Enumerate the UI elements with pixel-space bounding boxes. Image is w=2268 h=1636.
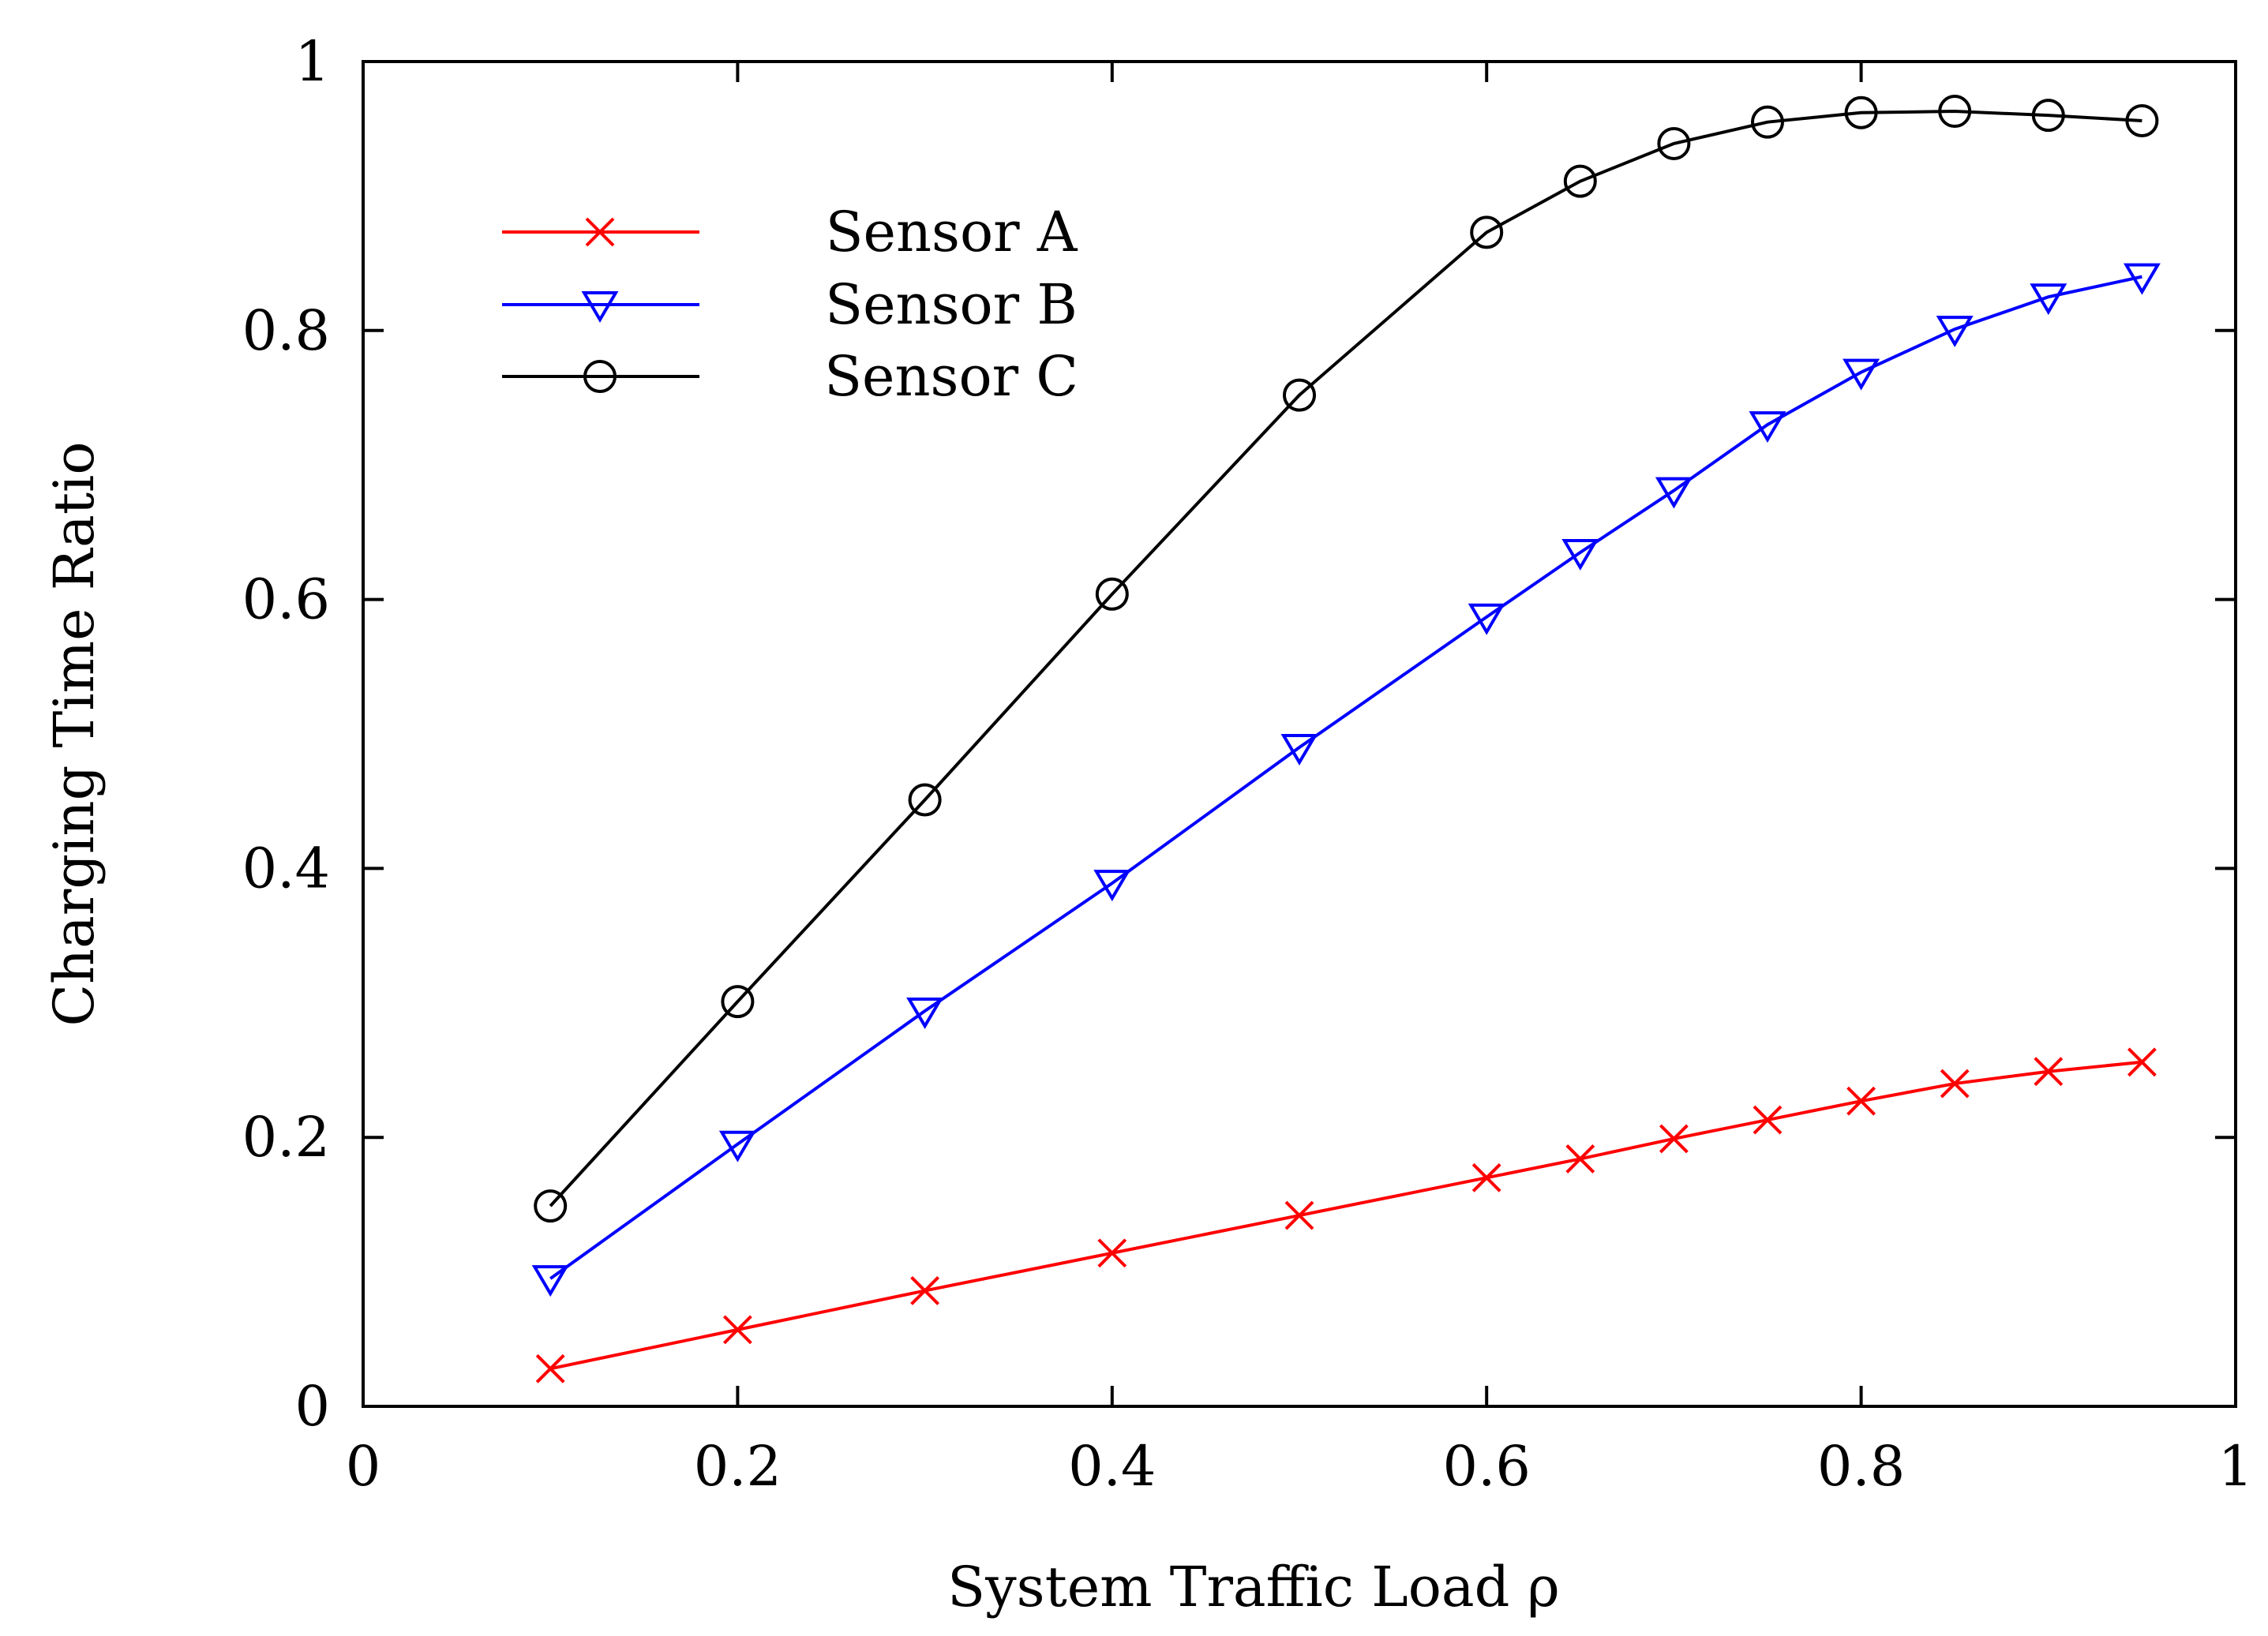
x-tick-label: 1 xyxy=(2218,1434,2254,1499)
data-point xyxy=(1561,538,1599,571)
y-tick-label: 0.8 xyxy=(242,298,330,363)
data-point xyxy=(1283,378,1316,412)
data-point xyxy=(1940,1069,1970,1099)
series-line xyxy=(549,110,2142,1207)
data-point xyxy=(2034,1057,2064,1087)
legend-marker xyxy=(585,217,615,247)
data-point xyxy=(1095,577,1129,611)
y-tick-label: 1 xyxy=(294,29,330,94)
legend-label: Sensor C xyxy=(824,344,1078,409)
data-point xyxy=(1470,215,1504,249)
x-tick-label: 0.8 xyxy=(1817,1434,1905,1499)
data-point xyxy=(1751,105,1784,139)
data-point xyxy=(1657,126,1691,160)
data-point xyxy=(2127,1047,2157,1077)
plot-frame xyxy=(362,60,2237,1408)
y-tick-label: 0.6 xyxy=(242,567,330,632)
data-point xyxy=(1284,1200,1314,1230)
data-point xyxy=(908,783,942,817)
legend-entry: Sensor C xyxy=(502,344,1078,409)
y-tick-label: 0.4 xyxy=(242,836,330,900)
legend-entry: Sensor B xyxy=(502,272,1078,337)
x-tick-label: 0.2 xyxy=(694,1434,782,1499)
legend-entry: Sensor A xyxy=(502,200,1078,264)
x-axis-label: System Traffic Load ρ xyxy=(947,1555,1560,1619)
data-point xyxy=(1846,1086,1876,1116)
data-point xyxy=(1843,358,1880,391)
data-point xyxy=(1563,164,1597,198)
data-point xyxy=(910,1276,940,1305)
data-point xyxy=(1093,870,1131,902)
x-tick-label: 0.6 xyxy=(1443,1434,1531,1499)
data-point xyxy=(721,985,755,1019)
data-point xyxy=(1749,411,1786,444)
legend: Sensor A Sensor B Sensor C xyxy=(502,200,1078,409)
series-line xyxy=(549,275,2142,1280)
data-point xyxy=(1097,1238,1127,1268)
data-point xyxy=(2123,263,2161,295)
data-point xyxy=(906,998,944,1029)
data-point xyxy=(1565,1144,1595,1174)
data-point xyxy=(531,1265,569,1297)
data-point xyxy=(1938,95,1972,129)
data-point xyxy=(535,1353,565,1383)
x-tick-label: 0.4 xyxy=(1068,1434,1156,1499)
y-axis-label: Charging Time Ratio xyxy=(42,441,107,1026)
data-point xyxy=(1468,603,1505,635)
data-point xyxy=(1659,1124,1689,1154)
data-point xyxy=(1753,1105,1783,1135)
x-tick-label: 0 xyxy=(346,1434,381,1499)
legend-marker xyxy=(583,360,617,393)
data-point xyxy=(1471,1162,1501,1192)
legend-label: Sensor A xyxy=(826,200,1078,264)
legend-label: Sensor B xyxy=(825,272,1078,337)
data-point xyxy=(1280,734,1318,766)
series-sensor-b xyxy=(531,263,2161,1297)
y-tick-label: 0 xyxy=(294,1374,330,1439)
data-point xyxy=(2030,283,2067,316)
data-point xyxy=(718,1130,756,1162)
data-point xyxy=(1844,95,1878,129)
data-point xyxy=(2125,103,2159,137)
data-point xyxy=(1655,477,1693,509)
series-sensor-c xyxy=(534,95,2159,1223)
data-point xyxy=(722,1315,752,1345)
ticks-layer: 0 0.2 0.4 0.6 0.8 1 0 0.2 0.4 0.6 0.8 1 xyxy=(242,29,2254,1499)
data-point xyxy=(2031,99,2065,133)
y-tick-label: 0.2 xyxy=(242,1105,330,1170)
series-layer xyxy=(531,95,2161,1383)
series-sensor-a xyxy=(535,1047,2157,1383)
legend-marker xyxy=(581,291,619,323)
data-point xyxy=(1936,316,1974,348)
data-point xyxy=(534,1189,568,1223)
